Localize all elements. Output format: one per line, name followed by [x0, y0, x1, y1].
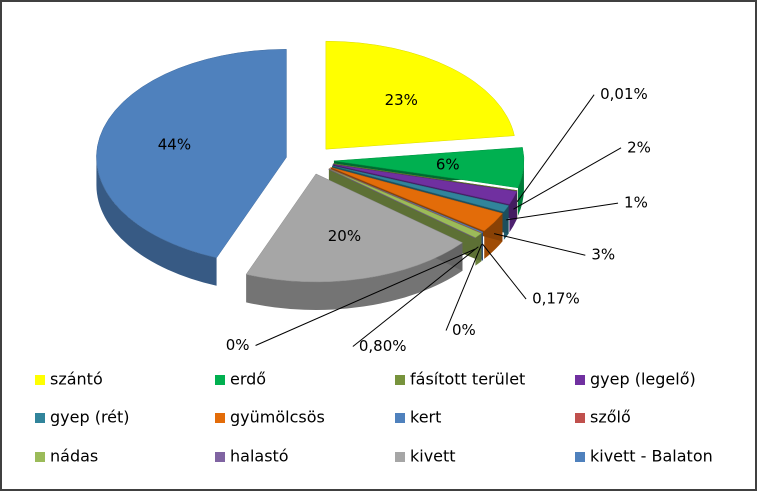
pie-slice: [332, 164, 518, 205]
data-label: 0%: [452, 321, 476, 339]
legend-label: gyümölcsös: [230, 408, 325, 427]
pie-slice: [96, 49, 287, 259]
leader-line: [506, 202, 619, 221]
pie-slice: [331, 165, 510, 213]
legend-label: kert: [410, 408, 441, 427]
legend-swatch: [395, 452, 405, 462]
data-label: 3%: [591, 246, 615, 264]
legend-label: szőlő: [590, 408, 631, 427]
legend-swatch: [575, 375, 585, 385]
slice-tops: [96, 40, 525, 283]
legend-swatch: [575, 413, 585, 423]
leader-line: [513, 147, 622, 210]
data-label: 2%: [627, 138, 651, 156]
data-label: 20%: [328, 227, 361, 245]
data-label: 0%: [226, 336, 250, 354]
legend-swatch: [35, 413, 45, 423]
legend-label: erdő: [230, 370, 266, 389]
legend-label: gyep (legelő): [590, 370, 696, 389]
pie-slice: [325, 40, 515, 150]
legend-label: fásított terület: [410, 370, 525, 389]
leader-line: [255, 248, 476, 346]
data-label: 0,80%: [359, 337, 407, 355]
data-label: 0,17%: [532, 290, 580, 308]
legend-swatch: [35, 452, 45, 462]
leader-line: [481, 243, 527, 300]
legend-label: nádas: [50, 447, 98, 466]
legend-swatch: [395, 413, 405, 423]
legend-swatch: [395, 375, 405, 385]
slice-side: [96, 157, 217, 286]
slice-side: [246, 242, 463, 310]
data-labels: 23% 6% 0,01% 2% 1% 3% 0,17% 0% 0,80% 0% 20% 44%: [158, 85, 651, 355]
leader-line: [493, 233, 586, 256]
leader-line: [352, 246, 479, 347]
legend-swatch: [215, 413, 225, 423]
legend-swatch: [215, 375, 225, 385]
pie-slice: [329, 168, 482, 234]
legend-label: kivett: [410, 447, 456, 466]
legend-swatch: [215, 452, 225, 462]
data-label: 23%: [385, 91, 418, 109]
leader-line: [445, 244, 483, 331]
data-label: 1%: [624, 194, 648, 212]
legend: szántó erdő fásított terület gyep (legelő) g…: [35, 370, 713, 466]
legend-label: kivett - Balaton: [590, 447, 713, 466]
legend-label: szántó: [50, 370, 103, 389]
legend-swatch: [575, 452, 585, 462]
leader-line: [516, 94, 595, 203]
data-label: 0,01%: [600, 85, 648, 103]
legend-label: halastó: [230, 447, 289, 466]
pie-slice: [328, 168, 482, 238]
pie-slice: [333, 163, 518, 191]
data-label: 6%: [436, 155, 460, 173]
legend-label: gyep (rét): [50, 408, 130, 427]
data-label: 44%: [158, 136, 191, 154]
pie-slice: [245, 173, 463, 283]
pie-slice: [330, 167, 503, 232]
legend-swatch: [35, 375, 45, 385]
pie-slice: [333, 147, 525, 189]
